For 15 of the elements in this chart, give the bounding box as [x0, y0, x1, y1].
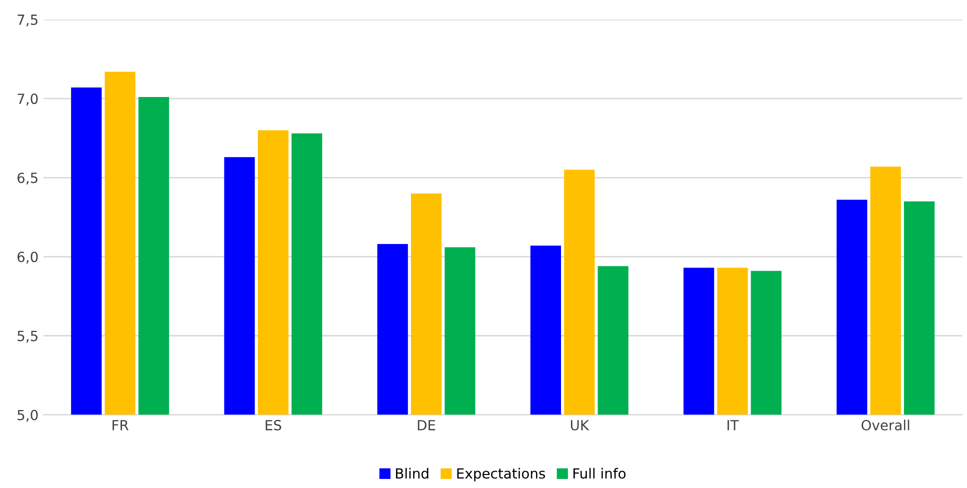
x-tick-label: Overall — [862, 420, 910, 430]
y-tick-label: 7,0 — [18, 94, 38, 106]
legend-label: Expectations — [457, 468, 546, 482]
y-tick-label: 6,0 — [18, 252, 38, 264]
x-tick-label: UK — [570, 420, 590, 430]
y-tick-label: 6,5 — [18, 172, 38, 185]
legend-label: Full info — [573, 468, 626, 479]
y-tick-label: 5,0 — [18, 410, 38, 422]
x-tick-label: FR — [112, 420, 128, 430]
y-tick-label: 7,5 — [18, 14, 38, 26]
y-tick-label: 5,5 — [18, 330, 38, 343]
x-tick-label: IT — [728, 420, 739, 430]
x-tick-label: ES — [266, 420, 282, 430]
legend-label: Blind — [396, 468, 428, 479]
x-tick-label: DE — [418, 420, 436, 430]
